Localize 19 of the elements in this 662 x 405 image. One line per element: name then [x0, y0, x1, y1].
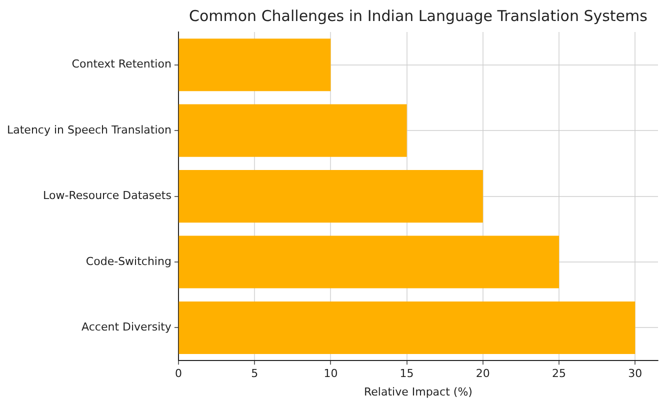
bar — [178, 38, 331, 92]
x-tick-label: 20 — [476, 367, 490, 380]
x-tick-label: 5 — [251, 367, 258, 380]
x-axis-title: Relative Impact (%) — [364, 385, 472, 398]
x-tick-label: 25 — [552, 367, 566, 380]
bar — [178, 236, 560, 288]
chart-title: Common Challenges in Indian Language Translation Systems — [188, 6, 648, 25]
bar — [178, 301, 636, 354]
y-tick-label: Accent Diversity — [82, 320, 172, 334]
y-tick-label: Low-Resource Datasets — [43, 189, 172, 202]
bar — [178, 104, 407, 157]
x-tick-label: 30 — [628, 367, 642, 380]
y-tick-label: Code-Switching — [86, 254, 172, 268]
y-tick-label: Latency in Speech Translation — [7, 123, 172, 136]
x-tick-label: 15 — [400, 367, 414, 380]
y-tick-label: Context Retention — [72, 58, 172, 71]
bar — [178, 170, 483, 223]
x-tick-label: 10 — [324, 367, 338, 380]
x-tick-label: 0 — [174, 367, 182, 380]
